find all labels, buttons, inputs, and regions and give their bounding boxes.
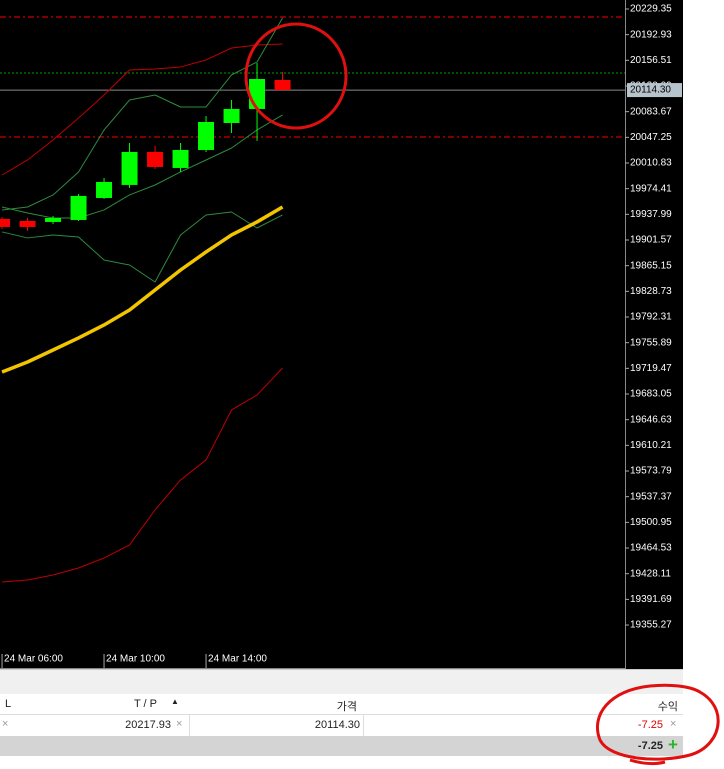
candle-body [198, 121, 215, 150]
indicator-line [1, 205, 284, 374]
y-tick-label: 19828.73 [630, 286, 672, 297]
y-tick-label: 19355.27 [630, 620, 672, 631]
y-tick-label: 19573.79 [630, 466, 672, 477]
x-tick-label: 24 Mar 10:00 [106, 654, 165, 665]
y-tick-label: 19610.21 [630, 440, 672, 451]
x-tick-label: 24 Mar 06:00 [4, 654, 63, 665]
header-cell[interactable]: T / P [133, 698, 157, 710]
y-tick-label: 19792.31 [630, 312, 672, 323]
y-tick-label: 19865.15 [630, 260, 672, 271]
header-cell[interactable]: 수익 [657, 701, 678, 713]
add-button[interactable]: + [668, 735, 678, 754]
header-cell[interactable]: L [5, 698, 12, 710]
candle-body [0, 218, 11, 227]
indicator-line [1, 43, 283, 176]
candle-body [249, 79, 266, 109]
y-tick-label: 20047.25 [630, 132, 672, 143]
y-tick-label: 19719.47 [630, 363, 672, 374]
price-label-box [627, 83, 682, 98]
column-border [363, 715, 364, 736]
price-cell: 20114.30 [314, 719, 360, 731]
candle-body [70, 195, 87, 220]
price-label: 20114.30 [630, 85, 671, 96]
column-border [189, 715, 190, 736]
profit-cell: -7.25 [637, 719, 663, 731]
y-tick-label: 19537.37 [630, 491, 672, 502]
axis-line [0, 668, 626, 669]
axis-line [625, 0, 626, 669]
total-row: -7.25 + [0, 735, 683, 756]
x-tick-label: 24 Mar 14:00 [208, 654, 267, 665]
candle-body [147, 151, 164, 167]
chart: 20229.3520192.9320156.5120120.0920083.67… [0, 0, 683, 669]
candle-body [96, 181, 113, 198]
table-row[interactable]: × 20217.93 × 20114.30 -7.25 × [0, 715, 683, 736]
indicator-line [1, 114, 283, 219]
toolbar [0, 669, 683, 694]
indicator-line [1, 211, 283, 283]
y-tick-label: 19391.69 [630, 594, 672, 605]
close-icon[interactable]: × [2, 718, 9, 730]
candle-body [223, 108, 240, 123]
y-tick-label: 19500.95 [630, 517, 672, 528]
y-tick-label: 19428.11 [630, 568, 671, 579]
y-tick-label: 19901.57 [630, 235, 672, 246]
y-tick-label: 19755.89 [630, 337, 672, 348]
total-profit: -7.25 [637, 740, 663, 752]
candle-body [45, 217, 62, 222]
candle-body [121, 151, 138, 185]
close-icon[interactable]: × [176, 718, 183, 730]
y-tick-label: 19646.63 [630, 414, 672, 425]
header-cell[interactable]: 가격 [336, 701, 357, 713]
indicator-line [2, 367, 283, 583]
tp-cell: 20217.93 [125, 719, 171, 731]
y-tick-label: 19974.41 [630, 183, 672, 194]
sort-arrow: ▲ [171, 697, 179, 706]
y-tick-label: 19937.99 [630, 209, 672, 220]
y-tick-label: 20192.93 [630, 29, 672, 40]
candle-body [19, 220, 36, 227]
candle-body [274, 79, 291, 91]
close-icon[interactable]: × [670, 718, 677, 730]
y-tick-label: 20010.83 [630, 158, 672, 169]
y-tick-label: 20229.35 [630, 4, 672, 15]
indicator-line [1, 17, 283, 211]
table-header: L T / P ▲ 가격 수익 [0, 694, 683, 715]
y-tick-label: 19464.53 [630, 543, 672, 554]
y-tick-label: 19683.05 [630, 389, 672, 400]
y-tick-label: 20083.67 [630, 106, 672, 117]
y-tick-label: 20156.51 [630, 55, 672, 66]
candle-body [172, 149, 189, 168]
